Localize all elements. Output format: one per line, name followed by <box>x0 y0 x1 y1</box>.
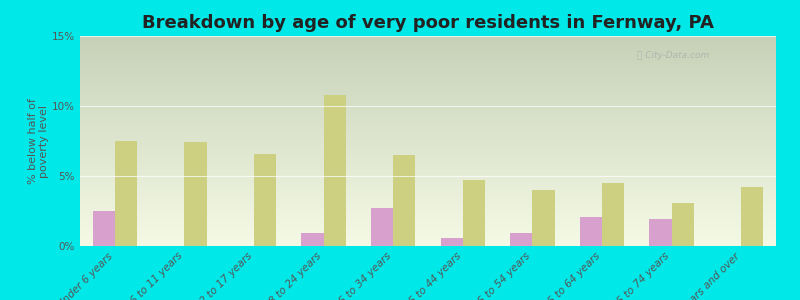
Bar <box>302 233 323 246</box>
Y-axis label: % below half of
poverty level: % below half of poverty level <box>28 98 50 184</box>
Bar <box>580 217 602 246</box>
Bar <box>742 187 763 246</box>
Bar <box>533 190 554 246</box>
Bar <box>323 95 346 246</box>
Bar <box>510 233 533 246</box>
Title: Breakdown by age of very poor residents in Fernway, PA: Breakdown by age of very poor residents … <box>142 14 714 32</box>
Bar <box>650 219 672 246</box>
Text: ⓘ City-Data.com: ⓘ City-Data.com <box>637 51 709 60</box>
Bar <box>672 202 694 246</box>
Bar <box>602 183 624 246</box>
Bar <box>185 142 206 246</box>
Bar <box>463 180 485 246</box>
Bar <box>115 141 137 246</box>
Bar <box>93 211 115 246</box>
Bar <box>394 155 415 246</box>
Bar <box>441 238 463 246</box>
Bar <box>371 208 394 246</box>
Bar <box>254 154 276 246</box>
